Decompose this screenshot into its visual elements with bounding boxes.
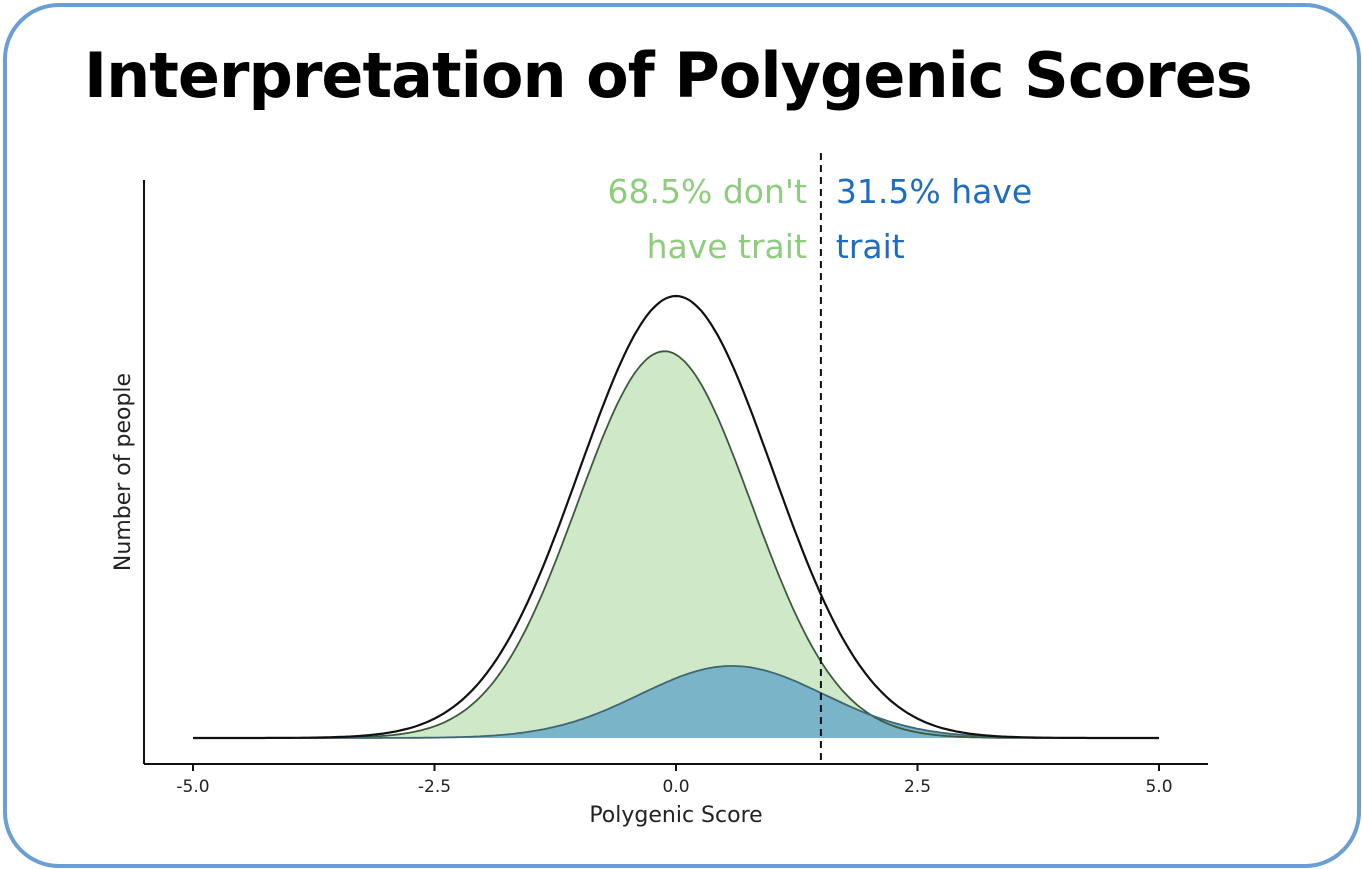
annotation-no-trait-label: have trait <box>647 227 807 266</box>
y-axis-title: Number of people <box>111 373 136 571</box>
annotation-trait-percent: 31.5% have <box>836 172 1032 211</box>
area-no-trait <box>193 351 1159 738</box>
x-tick-label: -5.0 <box>176 777 209 797</box>
x-tick-label: 2.5 <box>904 777 931 797</box>
annotation-trait-label: trait <box>836 227 905 266</box>
x-axis-ticks: -5.0 -2.5 0.0 2.5 5.0 <box>176 764 1173 797</box>
distribution-curves <box>193 294 1159 740</box>
x-tick-label: 0.0 <box>662 777 689 797</box>
x-axis-title: Polygenic Score <box>589 803 762 828</box>
annotation-no-trait-percent: 68.5% don't <box>608 172 807 211</box>
area-trait <box>193 666 1159 738</box>
curve-total <box>193 294 1159 740</box>
distribution-areas <box>193 351 1159 738</box>
x-tick-label: 5.0 <box>1145 777 1172 797</box>
slide-title: Interpretation of Polygenic Scores <box>84 39 1253 112</box>
x-tick-label: -2.5 <box>418 777 451 797</box>
